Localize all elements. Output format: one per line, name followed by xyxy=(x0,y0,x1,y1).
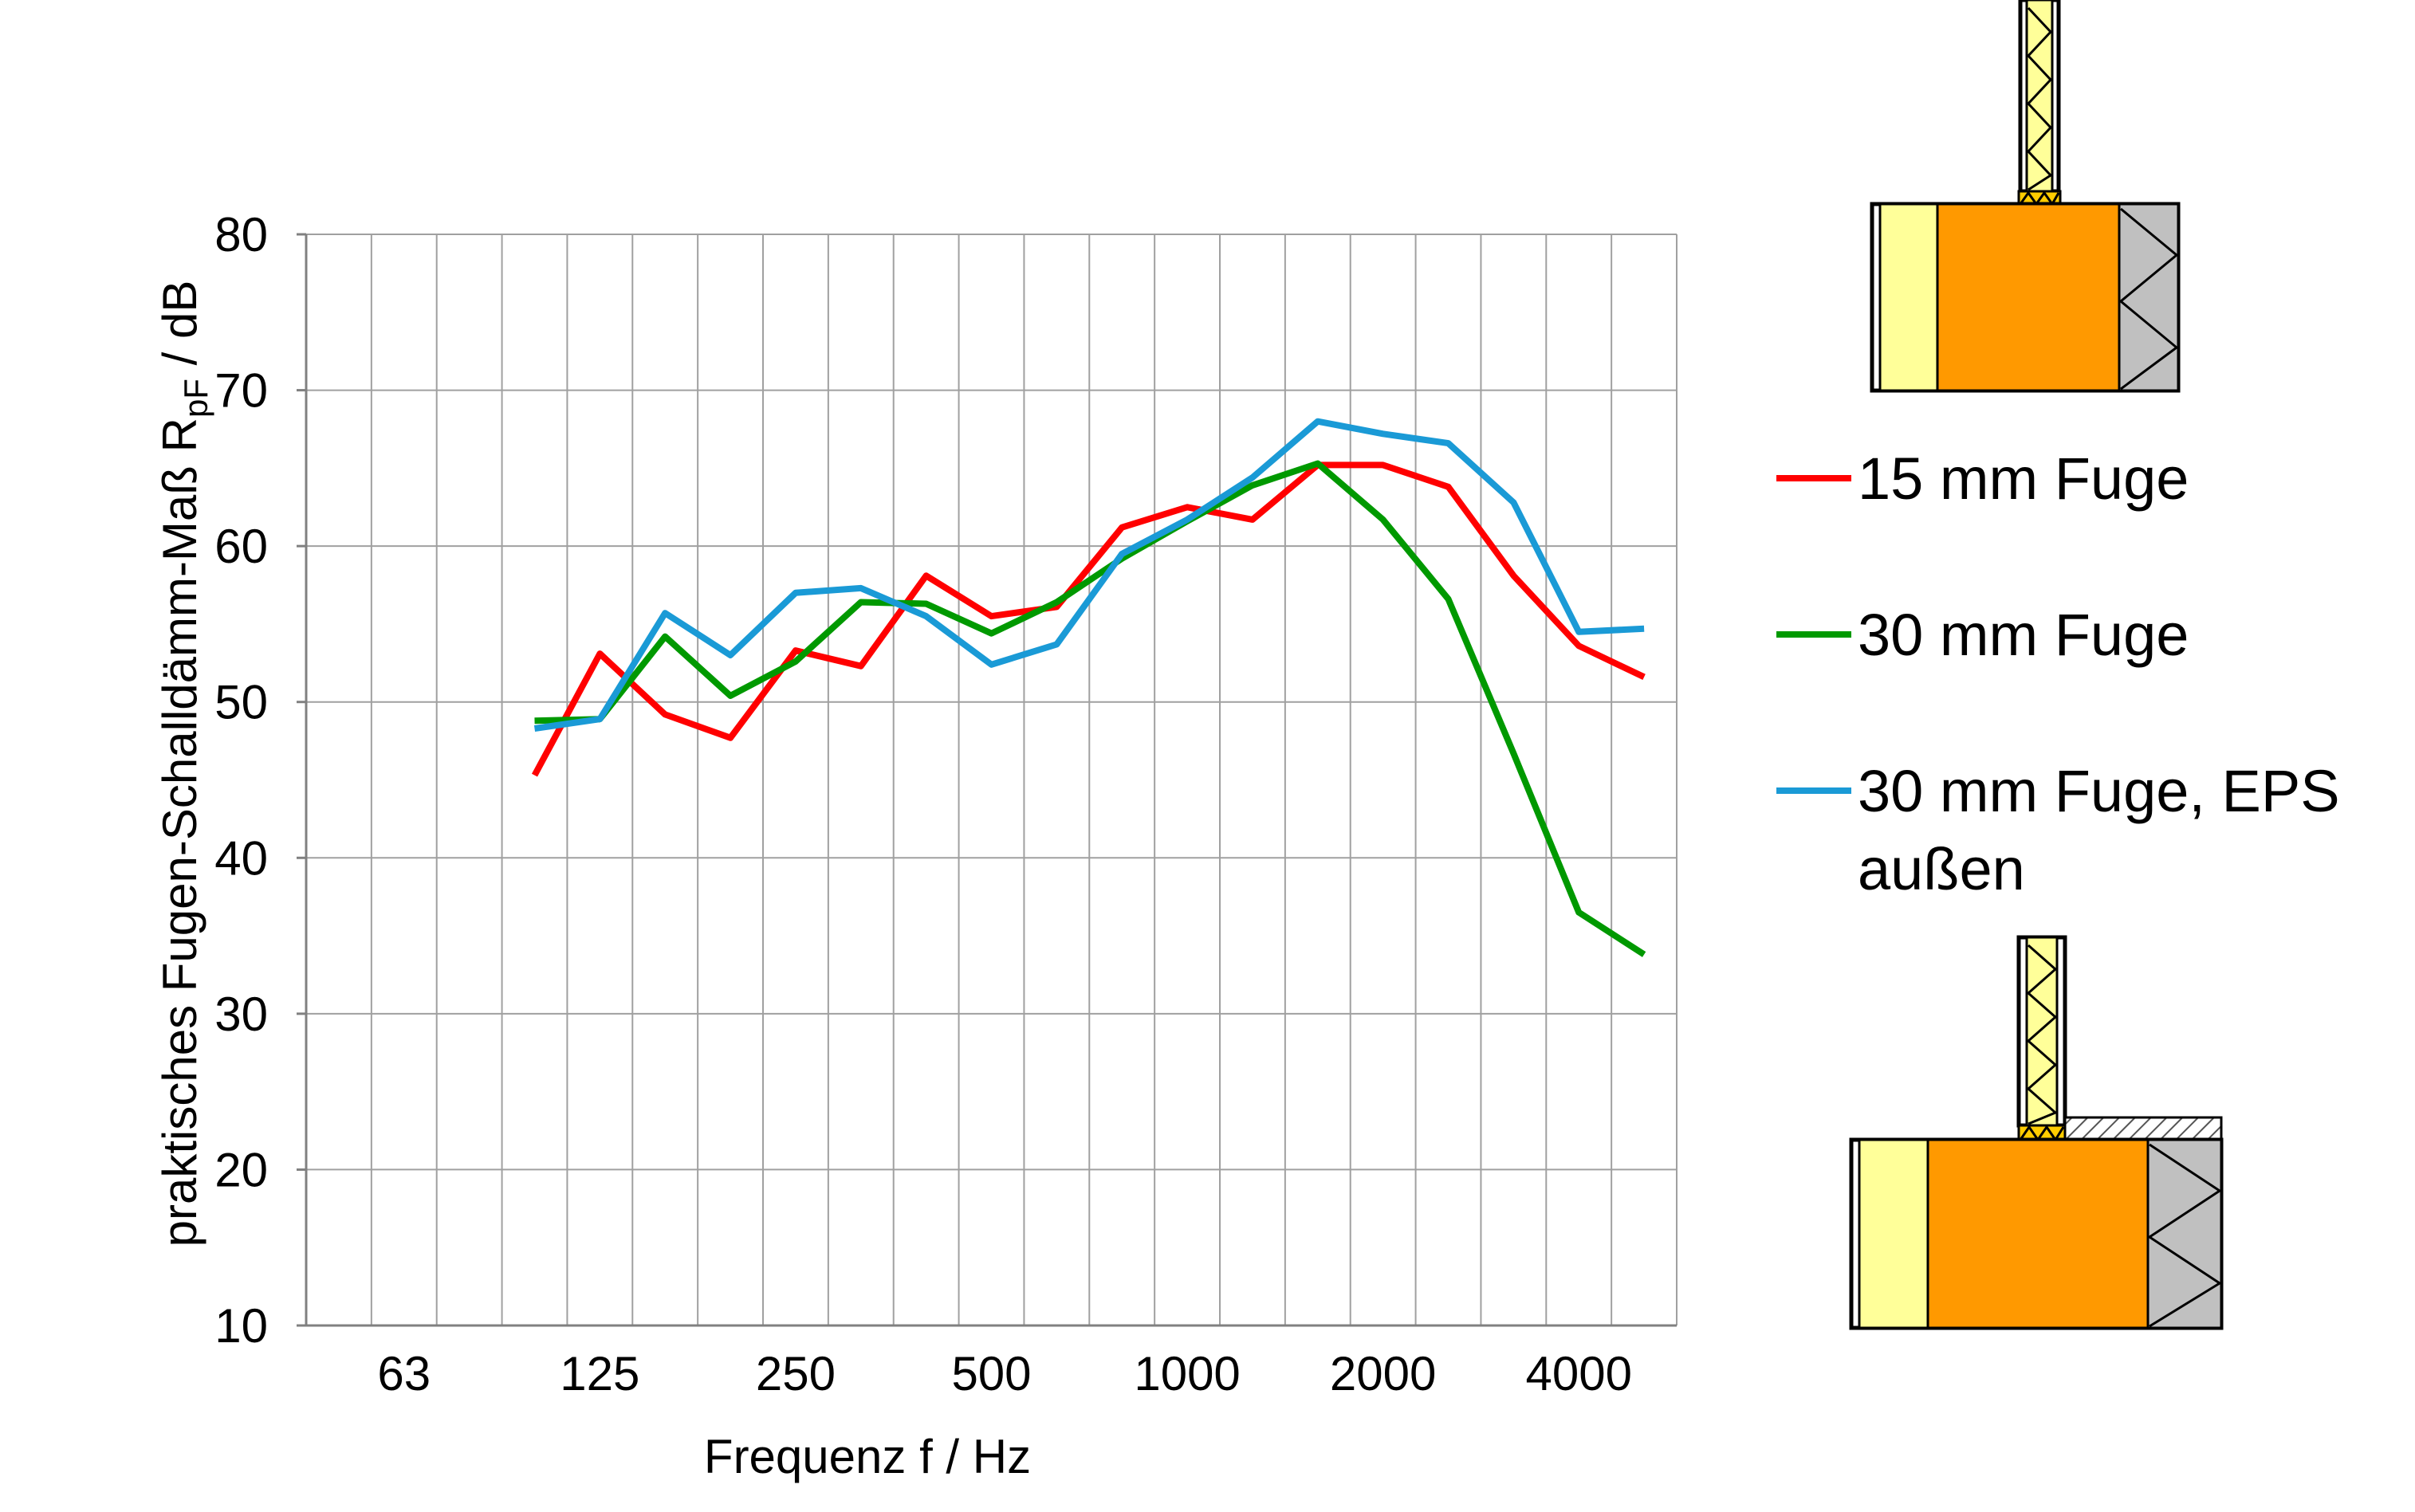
y-tick-label: 40 xyxy=(214,831,268,885)
diagram-insulation-lines xyxy=(2118,207,2179,391)
diagram-external-insulation xyxy=(2118,202,2180,392)
joint-diagram-bottom xyxy=(1849,935,2224,1330)
series-line-3 xyxy=(533,418,1645,732)
series-line-2 xyxy=(534,460,1646,957)
y-tick-label: 60 xyxy=(214,520,268,573)
legend-label-3: 30 mm Fuge, EPS außen xyxy=(1858,758,2340,902)
y-tick-label: 80 xyxy=(214,208,268,261)
x-tick-label: 63 xyxy=(377,1347,431,1400)
x-tick-label: 4000 xyxy=(1525,1347,1631,1400)
y-tick-label: 10 xyxy=(214,1299,268,1353)
x-tick-label: 500 xyxy=(951,1347,1031,1400)
y-axis-label-unit: / dB xyxy=(153,281,206,379)
diagram-external-insulation xyxy=(2146,1138,2223,1329)
joint-diagram-top xyxy=(1870,0,2181,393)
y-tick-label: 50 xyxy=(214,676,268,729)
series-line-1 xyxy=(531,461,1646,777)
y-axis-label: praktisches Fugen-Schalldämm-Maß RpF / d… xyxy=(153,281,214,1247)
diagram-insulation-zigzag xyxy=(2026,944,2058,1125)
x-axis-label: Frequenz f / Hz xyxy=(704,1430,1031,1483)
plot-frame xyxy=(297,233,1677,1327)
x-tick-label: 2000 xyxy=(1330,1347,1436,1400)
diagram-plaster xyxy=(1878,202,1939,392)
y-tick-labels: 10 20 30 40 50 60 70 80 xyxy=(214,208,268,1353)
x-tick-labels: 63 125 250 500 1000 2000 4000 xyxy=(377,1347,1632,1400)
diagram-masonry xyxy=(1936,202,2121,392)
legend: 15 mm Fuge 30 mm Fuge 30 mm Fuge, EPS außen xyxy=(1776,446,2340,902)
diagram-masonry xyxy=(1926,1138,2150,1329)
legend-label-1: 15 mm Fuge xyxy=(1858,446,2189,512)
y-tick-label: 20 xyxy=(214,1143,268,1196)
diagram-eps-strip xyxy=(2063,1116,2223,1141)
legend-label-2: 30 mm Fuge xyxy=(1858,602,2189,668)
diagram-plaster xyxy=(1858,1138,1929,1329)
diagram-joint-zigzag xyxy=(2019,1125,2065,1142)
x-tick-label: 125 xyxy=(560,1347,639,1400)
x-tick-label: 1000 xyxy=(1134,1347,1240,1400)
x-tick-label: 250 xyxy=(756,1347,836,1400)
y-tick-label: 30 xyxy=(214,988,268,1041)
diagram-insulation-lines xyxy=(2147,1143,2222,1328)
series-layer xyxy=(531,418,1646,957)
grid xyxy=(305,234,1678,1326)
diagram-insulation-zigzag xyxy=(2026,6,2053,191)
y-axis-label-main: praktisches Fugen-Schalldämm-Maß R xyxy=(153,418,206,1247)
y-tick-label: 70 xyxy=(214,364,268,418)
y-axis-label-subscript: pF xyxy=(177,379,214,418)
